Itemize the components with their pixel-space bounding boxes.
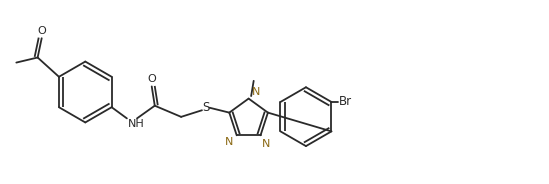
Text: N: N [261, 139, 270, 149]
Text: NH: NH [128, 119, 144, 129]
Text: S: S [202, 101, 209, 114]
Text: O: O [147, 74, 156, 84]
Text: N: N [252, 87, 261, 97]
Text: Br: Br [339, 95, 352, 108]
Text: O: O [37, 26, 46, 36]
Text: N: N [225, 137, 233, 147]
